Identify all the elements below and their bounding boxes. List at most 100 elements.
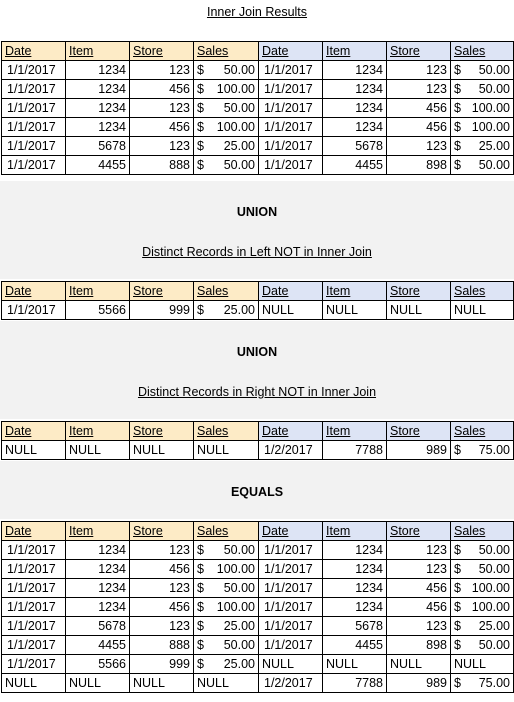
right-store-cell: 123 [386,60,451,80]
right-item-cell: 1234 [322,559,387,579]
left-item-header: Item [65,421,130,441]
left-sales-cell: $25.00 [193,654,259,674]
right-date-cell: 1/1/2017 [258,635,323,655]
right-item-cell: 1234 [322,578,387,598]
inner-join-table: Date Item Store Sales Date Item Store Sales 1/1/… [1,41,514,175]
table-row: 1/1/2017 1234 123 $50.00 1/1/2017 1234 456 $100… [1,578,514,598]
table-row: 1/1/2017 1234 123 $50.00 1/1/2017 1234 123 $50.… [1,60,514,80]
header-row: Date Item Store Sales Date Item Store Sales [1,41,514,61]
left-date-header: Date [1,521,66,541]
left-sales-cell: NULL [193,440,259,460]
left-date-cell: 1/1/2017 [1,559,66,579]
left-item-header: Item [65,41,130,61]
right-sales-cell: $100.00 [450,597,514,617]
right-store-header: Store [386,521,451,541]
table-row: 1/1/2017 1234 123 $50.00 1/1/2017 1234 123 $50.… [1,540,514,560]
left-date-cell: 1/1/2017 [1,654,66,674]
right-item-cell: 7788 [322,673,387,693]
left-date-cell: 1/1/2017 [1,136,66,156]
table-row: 1/1/2017 5566 999 $25.00 NULL NULL NULL NULL [1,300,514,320]
left-item-cell: NULL [65,440,130,460]
right-date-cell: 1/2/2017 [258,673,323,693]
left-sales-cell: $50.00 [193,155,259,175]
right-date-cell: 1/1/2017 [258,155,323,175]
left-item-cell: 4455 [65,155,130,175]
right-only-title: Distinct Records in Right NOT in Inner J… [137,385,377,399]
left-store-header: Store [129,421,194,441]
left-date-header: Date [1,281,66,301]
right-sales-cell: $50.00 [450,540,514,560]
right-store-cell: 123 [386,136,451,156]
table-row: 1/1/2017 1234 456 $100.00 1/1/2017 1234 123 $50… [1,79,514,99]
right-sales-cell: $100.00 [450,117,514,137]
right-sales-cell: $25.00 [450,616,514,636]
right-item-cell: 1234 [322,60,387,80]
left-store-cell: 123 [129,540,194,560]
right-store-cell: 898 [386,155,451,175]
left-store-cell: 456 [129,559,194,579]
right-sales-cell: $75.00 [450,673,514,693]
right-item-cell: 5678 [322,616,387,636]
right-store-cell: NULL [386,300,451,320]
left-store-cell: 999 [129,654,194,674]
right-store-header: Store [386,421,451,441]
left-item-cell: 1234 [65,597,130,617]
right-item-cell: 1234 [322,117,387,137]
equals-label: EQUALS [230,485,284,499]
left-sales-cell: $100.00 [193,117,259,137]
left-sales-cell: $100.00 [193,79,259,99]
table-row: 1/1/2017 4455 888 $50.00 1/1/2017 4455 898 $50.… [1,155,514,175]
union-label-1: UNION [236,205,278,219]
right-date-header: Date [258,521,323,541]
left-store-header: Store [129,281,194,301]
left-item-cell: 1234 [65,540,130,560]
table-row: 1/1/2017 1234 456 $100.00 1/1/2017 1234 456 $10… [1,117,514,137]
left-item-cell: 5678 [65,616,130,636]
right-sales-cell: $50.00 [450,79,514,99]
right-store-cell: 456 [386,578,451,598]
right-store-cell: 456 [386,597,451,617]
left-date-cell: 1/1/2017 [1,98,66,118]
left-item-cell: 1234 [65,578,130,598]
left-store-cell: 123 [129,578,194,598]
left-date-cell: 1/1/2017 [1,616,66,636]
left-store-cell: 456 [129,597,194,617]
left-store-cell: NULL [129,440,194,460]
equals-table: Date Item Store Sales Date Item Store Sales 1/1/… [1,521,514,693]
right-sales-cell: $100.00 [450,578,514,598]
right-sales-cell: NULL [450,300,514,320]
right-store-cell: 123 [386,559,451,579]
header-row: Date Item Store Sales Date Item Store Sales [1,521,514,541]
right-date-cell: 1/1/2017 [258,616,323,636]
left-store-cell: 123 [129,60,194,80]
right-date-header: Date [258,41,323,61]
left-item-cell: 1234 [65,117,130,137]
left-store-cell: 123 [129,136,194,156]
right-store-cell: 456 [386,117,451,137]
right-store-header: Store [386,281,451,301]
table-row: 1/1/2017 1234 456 $100.00 1/1/2017 1234 123 $50… [1,559,514,579]
left-date-cell: 1/1/2017 [1,155,66,175]
right-date-cell: NULL [258,654,323,674]
left-date-cell: NULL [1,440,66,460]
right-sales-cell: $25.00 [450,136,514,156]
left-item-cell: NULL [65,673,130,693]
left-date-header: Date [1,421,66,441]
right-store-cell: 123 [386,616,451,636]
left-store-header: Store [129,521,194,541]
right-date-cell: 1/1/2017 [258,60,323,80]
right-store-cell: 989 [386,440,451,460]
table-row: 1/1/2017 5678 123 $25.00 1/1/2017 5678 123 $25.… [1,616,514,636]
right-item-cell: 1234 [322,79,387,99]
left-store-cell: 888 [129,635,194,655]
left-sales-cell: $50.00 [193,98,259,118]
right-sales-header: Sales [450,281,514,301]
left-sales-header: Sales [193,521,259,541]
table-row: 1/1/2017 4455 888 $50.00 1/1/2017 4455 898 $50.… [1,635,514,655]
left-date-cell: 1/1/2017 [1,578,66,598]
left-sales-cell: $25.00 [193,136,259,156]
left-item-header: Item [65,281,130,301]
left-date-cell: 1/1/2017 [1,300,66,320]
left-sales-cell: $50.00 [193,60,259,80]
right-store-cell: 123 [386,79,451,99]
